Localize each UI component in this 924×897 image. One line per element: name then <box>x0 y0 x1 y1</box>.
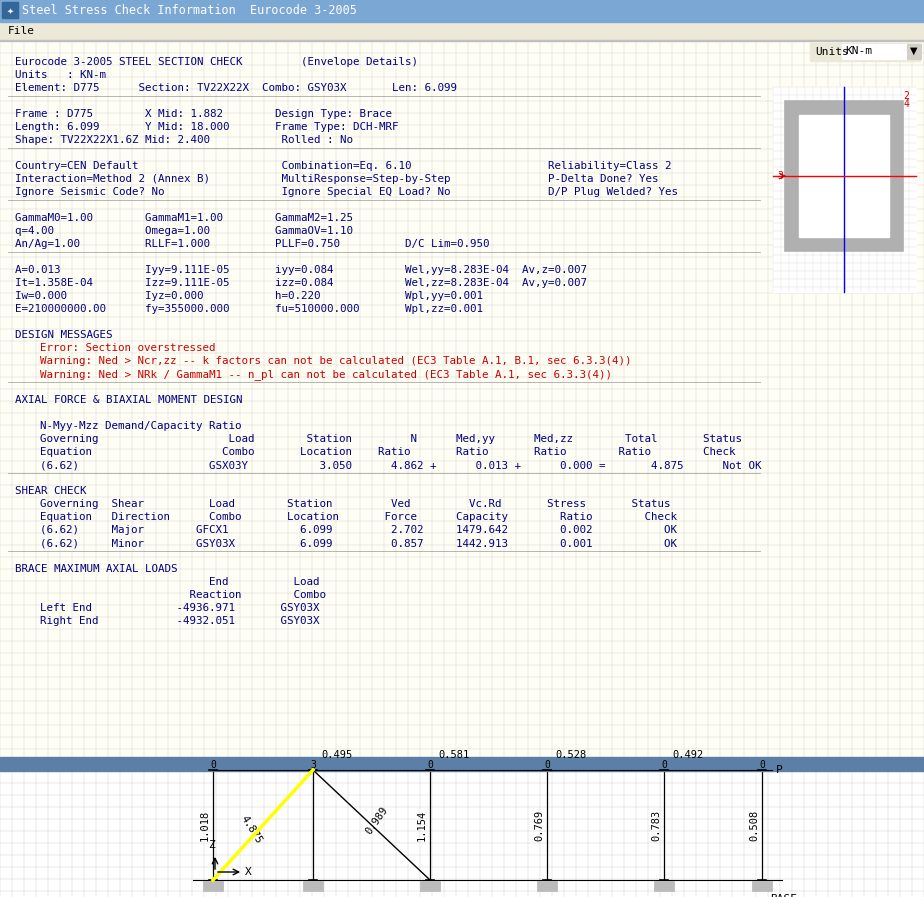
Text: Equation   Direction      Combo       Location       Force      Capacity        : Equation Direction Combo Location Force … <box>40 512 677 522</box>
Bar <box>810 43 920 61</box>
Text: SHEAR CHECK: SHEAR CHECK <box>15 486 87 496</box>
Bar <box>0 0 924 22</box>
Text: Warning: Ned > NRk / GammaM1 -- n_pl can not be calculated (EC3 Table A.1, sec 6: Warning: Ned > NRk / GammaM1 -- n_pl can… <box>40 369 612 380</box>
Bar <box>773 87 916 292</box>
Text: (6.62)     Minor        GSY03X          6.099         0.857     1442.913        : (6.62) Minor GSY03X 6.099 0.857 1442.913 <box>40 538 677 548</box>
Text: P: P <box>776 765 783 775</box>
Text: Equation                    Combo       Location    Ratio       Ratio       Rati: Equation Combo Location Ratio Ratio Rati <box>40 447 736 457</box>
Text: (6.62)                    GSX03Y           3.050      4.862 +      0.013 +      : (6.62) GSX03Y 3.050 4.862 + 0.013 + <box>40 460 761 470</box>
Text: 0.581: 0.581 <box>438 750 469 760</box>
Text: N-Myy-Mzz Demand/Capacity Ratio: N-Myy-Mzz Demand/Capacity Ratio <box>40 421 241 431</box>
Text: Units   : KN-m: Units : KN-m <box>15 70 106 80</box>
Text: Eurocode 3-2005 STEEL SECTION CHECK         (Envelope Details): Eurocode 3-2005 STEEL SECTION CHECK (Env… <box>15 57 418 67</box>
Text: Z: Z <box>208 840 215 850</box>
Text: End          Load: End Load <box>40 577 320 587</box>
Bar <box>0 22 924 40</box>
Text: 0: 0 <box>661 760 667 770</box>
Bar <box>0 757 924 771</box>
Text: Steel Stress Check Information  Eurocode 3-2005: Steel Stress Check Information Eurocode … <box>22 4 357 18</box>
Text: 4.875: 4.875 <box>238 814 263 846</box>
Text: 0.528: 0.528 <box>555 750 586 760</box>
Text: (6.62)     Major        GFCX1           6.099         2.702     1479.642        : (6.62) Major GFCX1 6.099 2.702 1479.642 <box>40 525 677 535</box>
Text: Governing                    Load        Station         N      Med,yy      Med,: Governing Load Station N Med,yy Med, <box>40 434 742 444</box>
Text: Frame : D775        X Mid: 1.882        Design Type: Brace: Frame : D775 X Mid: 1.882 Design Type: B… <box>15 109 392 119</box>
Bar <box>0 771 924 897</box>
Text: 3: 3 <box>310 760 316 770</box>
Bar <box>785 101 903 251</box>
Bar <box>0 40 924 41</box>
Bar <box>907 44 921 59</box>
Text: 0: 0 <box>210 760 216 770</box>
Text: GammaM0=1.00        GammaM1=1.00        GammaM2=1.25: GammaM0=1.00 GammaM1=1.00 GammaM2=1.25 <box>15 213 353 223</box>
Bar <box>2 2 18 18</box>
Text: 0.769: 0.769 <box>534 809 544 840</box>
Text: AXIAL FORCE & BIAXIAL MOMENT DESIGN: AXIAL FORCE & BIAXIAL MOMENT DESIGN <box>15 395 242 405</box>
Text: 0: 0 <box>544 760 550 770</box>
Text: File: File <box>8 26 35 36</box>
Text: Warning: Ned > Ncr,zz -- k factors can not be calculated (EC3 Table A.1, B.1, se: Warning: Ned > Ncr,zz -- k factors can n… <box>40 356 631 366</box>
Text: 4: 4 <box>903 99 909 109</box>
Text: Reaction        Combo: Reaction Combo <box>40 590 326 600</box>
Text: KN-m: KN-m <box>845 46 872 56</box>
Bar <box>203 881 223 891</box>
Bar <box>799 115 889 237</box>
Bar <box>842 44 907 59</box>
Text: Country=CEN Default                      Combination=Eq. 6.10                   : Country=CEN Default Combination=Eq. 6.10 <box>15 161 672 171</box>
Text: BASE: BASE <box>770 894 797 897</box>
Bar <box>752 881 772 891</box>
Text: ✦: ✦ <box>6 6 14 15</box>
Text: 0.492: 0.492 <box>672 750 703 760</box>
Text: BRACE MAXIMUM AXIAL LOADS: BRACE MAXIMUM AXIAL LOADS <box>15 564 177 574</box>
Text: Left End             -4936.971       GSY03X: Left End -4936.971 GSY03X <box>40 603 320 613</box>
Text: It=1.358E-04        Izz=9.111E-05       izz=0.084           Wel,zz=8.283E-04  Av: It=1.358E-04 Izz=9.111E-05 izz=0.084 Wel… <box>15 278 587 288</box>
Text: 2: 2 <box>903 91 909 101</box>
Text: Error: Section overstressed: Error: Section overstressed <box>40 343 215 353</box>
Text: An/Ag=1.00          RLLF=1.000          PLLF=0.750          D/C Lim=0.950: An/Ag=1.00 RLLF=1.000 PLLF=0.750 D/C Lim… <box>15 239 490 249</box>
Text: DESIGN MESSAGES: DESIGN MESSAGES <box>15 330 113 340</box>
Text: Interaction=Method 2 (Annex B)           MultiResponse=Step-by-Step             : Interaction=Method 2 (Annex B) MultiResp… <box>15 174 659 184</box>
Bar <box>420 881 440 891</box>
Text: 0.989: 0.989 <box>363 805 390 836</box>
Text: A=0.013             Iyy=9.111E-05       iyy=0.084           Wel,yy=8.283E-04  Av: A=0.013 Iyy=9.111E-05 iyy=0.084 Wel,yy=8… <box>15 265 587 275</box>
Text: Element: D775      Section: TV22X22X  Combo: GSY03X       Len: 6.099: Element: D775 Section: TV22X22X Combo: G… <box>15 83 457 93</box>
Text: ▼: ▼ <box>910 46 918 56</box>
Text: 0: 0 <box>427 760 433 770</box>
Text: Ignore Seismic Code? No                  Ignore Special EQ Load? No             : Ignore Seismic Code? No Ignore Special E… <box>15 187 678 197</box>
Bar <box>303 881 323 891</box>
Text: E=210000000.00      fy=355000.000       fu=510000.000       Wpl,zz=0.001: E=210000000.00 fy=355000.000 fu=510000.0… <box>15 304 483 314</box>
Text: 1.018: 1.018 <box>200 809 210 840</box>
Text: q=4.00              Omega=1.00          GammaOV=1.10: q=4.00 Omega=1.00 GammaOV=1.10 <box>15 226 353 236</box>
Text: 0: 0 <box>759 760 765 770</box>
Text: Length: 6.099       Y Mid: 18.000       Frame Type: DCH-MRF: Length: 6.099 Y Mid: 18.000 Frame Type: … <box>15 122 398 132</box>
Text: 3: 3 <box>777 171 783 181</box>
Bar <box>537 881 557 891</box>
Text: Shape: TV22X22X1.6Z Mid: 2.400           Rolled : No: Shape: TV22X22X1.6Z Mid: 2.400 Rolled : … <box>15 135 353 145</box>
Text: 0.783: 0.783 <box>651 809 661 840</box>
Text: Right End            -4932.051       GSY03X: Right End -4932.051 GSY03X <box>40 616 320 626</box>
Text: Units: Units <box>815 47 849 57</box>
Text: 1.154: 1.154 <box>417 809 427 840</box>
Text: Governing  Shear          Load        Station         Ved         Vc.Rd       St: Governing Shear Load Station Ved Vc.Rd S… <box>40 499 671 509</box>
Text: 0.495: 0.495 <box>321 750 352 760</box>
Text: 0.508: 0.508 <box>749 809 759 840</box>
Bar <box>654 881 674 891</box>
Text: X: X <box>245 867 251 877</box>
Text: Iw=0.000            Iyz=0.000           h=0.220             Wpl,yy=0.001: Iw=0.000 Iyz=0.000 h=0.220 Wpl,yy=0.001 <box>15 291 483 301</box>
